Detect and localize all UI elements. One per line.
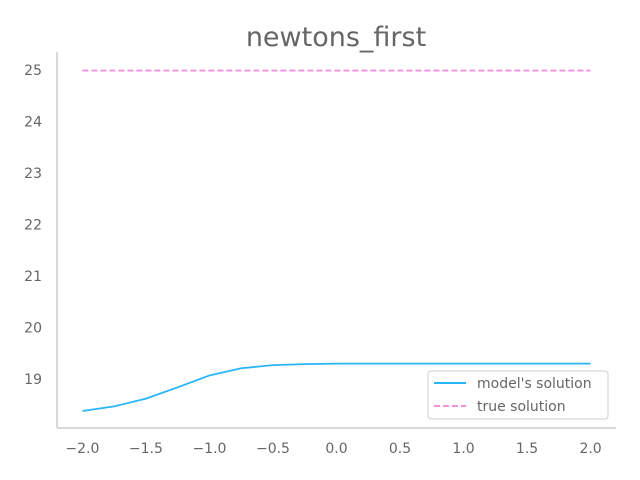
x-tick-label: 0.5	[389, 441, 411, 457]
y-tick-label: 20	[24, 321, 42, 337]
legend-box	[427, 370, 609, 420]
x-tick-label: 1.0	[452, 441, 474, 457]
y-tick-label: 25	[24, 63, 42, 79]
y-tick-label: 21	[24, 269, 42, 285]
x-tick-label: −1.5	[129, 441, 163, 457]
legend: model's solution true solution	[427, 370, 609, 420]
legend-label-model: model's solution	[477, 376, 592, 392]
series-layer	[82, 69, 591, 412]
x-tick-label: 1.5	[516, 441, 538, 457]
x-tick-label: −1.0	[192, 441, 226, 457]
y-tick-label: 24	[24, 115, 42, 131]
x-tick-label: 0.0	[325, 441, 347, 457]
x-tick-label: 2.0	[579, 441, 601, 457]
y-tick-label: 23	[24, 166, 42, 182]
x-tick-label: −2.0	[65, 441, 99, 457]
x-tick-label: −0.5	[256, 441, 290, 457]
x-tick-labels: −2.0 −1.5 −1.0 −0.5 0.0 0.5 1.0 1.5 2.0	[65, 441, 601, 457]
series-line-model-solution	[82, 362, 591, 412]
chart-title: newtons_first	[246, 22, 426, 53]
legend-label-true: true solution	[477, 399, 566, 415]
y-tick-label: 22	[24, 218, 42, 234]
y-tick-labels: 19 20 21 22 23 24 25	[24, 63, 42, 388]
y-tick-label: 19	[24, 372, 42, 388]
